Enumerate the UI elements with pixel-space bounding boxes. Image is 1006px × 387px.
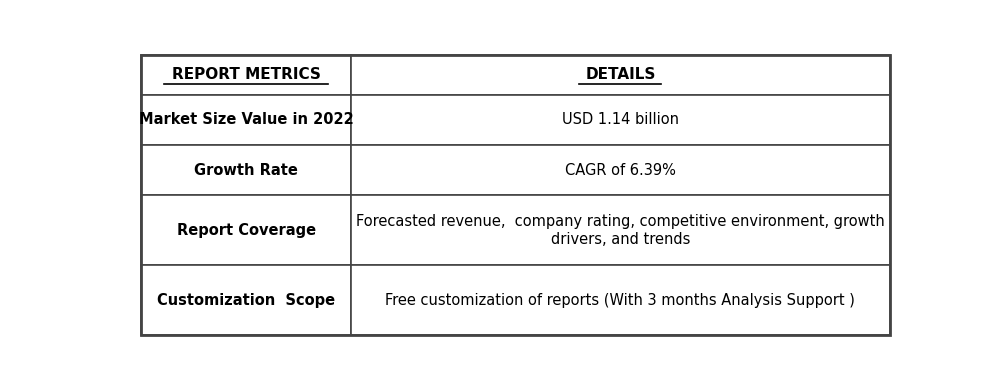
Text: REPORT METRICS: REPORT METRICS bbox=[172, 67, 321, 82]
Bar bbox=[141, 265, 351, 336]
Bar bbox=[351, 195, 889, 265]
Text: USD 1.14 billion: USD 1.14 billion bbox=[562, 112, 679, 127]
Text: Market Size Value in 2022: Market Size Value in 2022 bbox=[139, 112, 353, 127]
Bar bbox=[351, 94, 889, 145]
Text: Forecasted revenue,  company rating, competitive environment, growth
drivers, an: Forecasted revenue, company rating, comp… bbox=[356, 214, 884, 247]
Bar bbox=[351, 145, 889, 195]
Bar bbox=[141, 195, 351, 265]
Bar bbox=[351, 55, 889, 94]
Bar bbox=[351, 265, 889, 336]
Bar bbox=[141, 55, 351, 94]
Text: Growth Rate: Growth Rate bbox=[194, 163, 298, 178]
Text: CAGR of 6.39%: CAGR of 6.39% bbox=[565, 163, 676, 178]
Bar bbox=[141, 145, 351, 195]
Text: Customization  Scope: Customization Scope bbox=[157, 293, 335, 308]
Text: Free customization of reports (With 3 months Analysis Support ): Free customization of reports (With 3 mo… bbox=[385, 293, 855, 308]
Text: Report Coverage: Report Coverage bbox=[177, 223, 316, 238]
Text: DETAILS: DETAILS bbox=[585, 67, 656, 82]
Bar bbox=[141, 94, 351, 145]
